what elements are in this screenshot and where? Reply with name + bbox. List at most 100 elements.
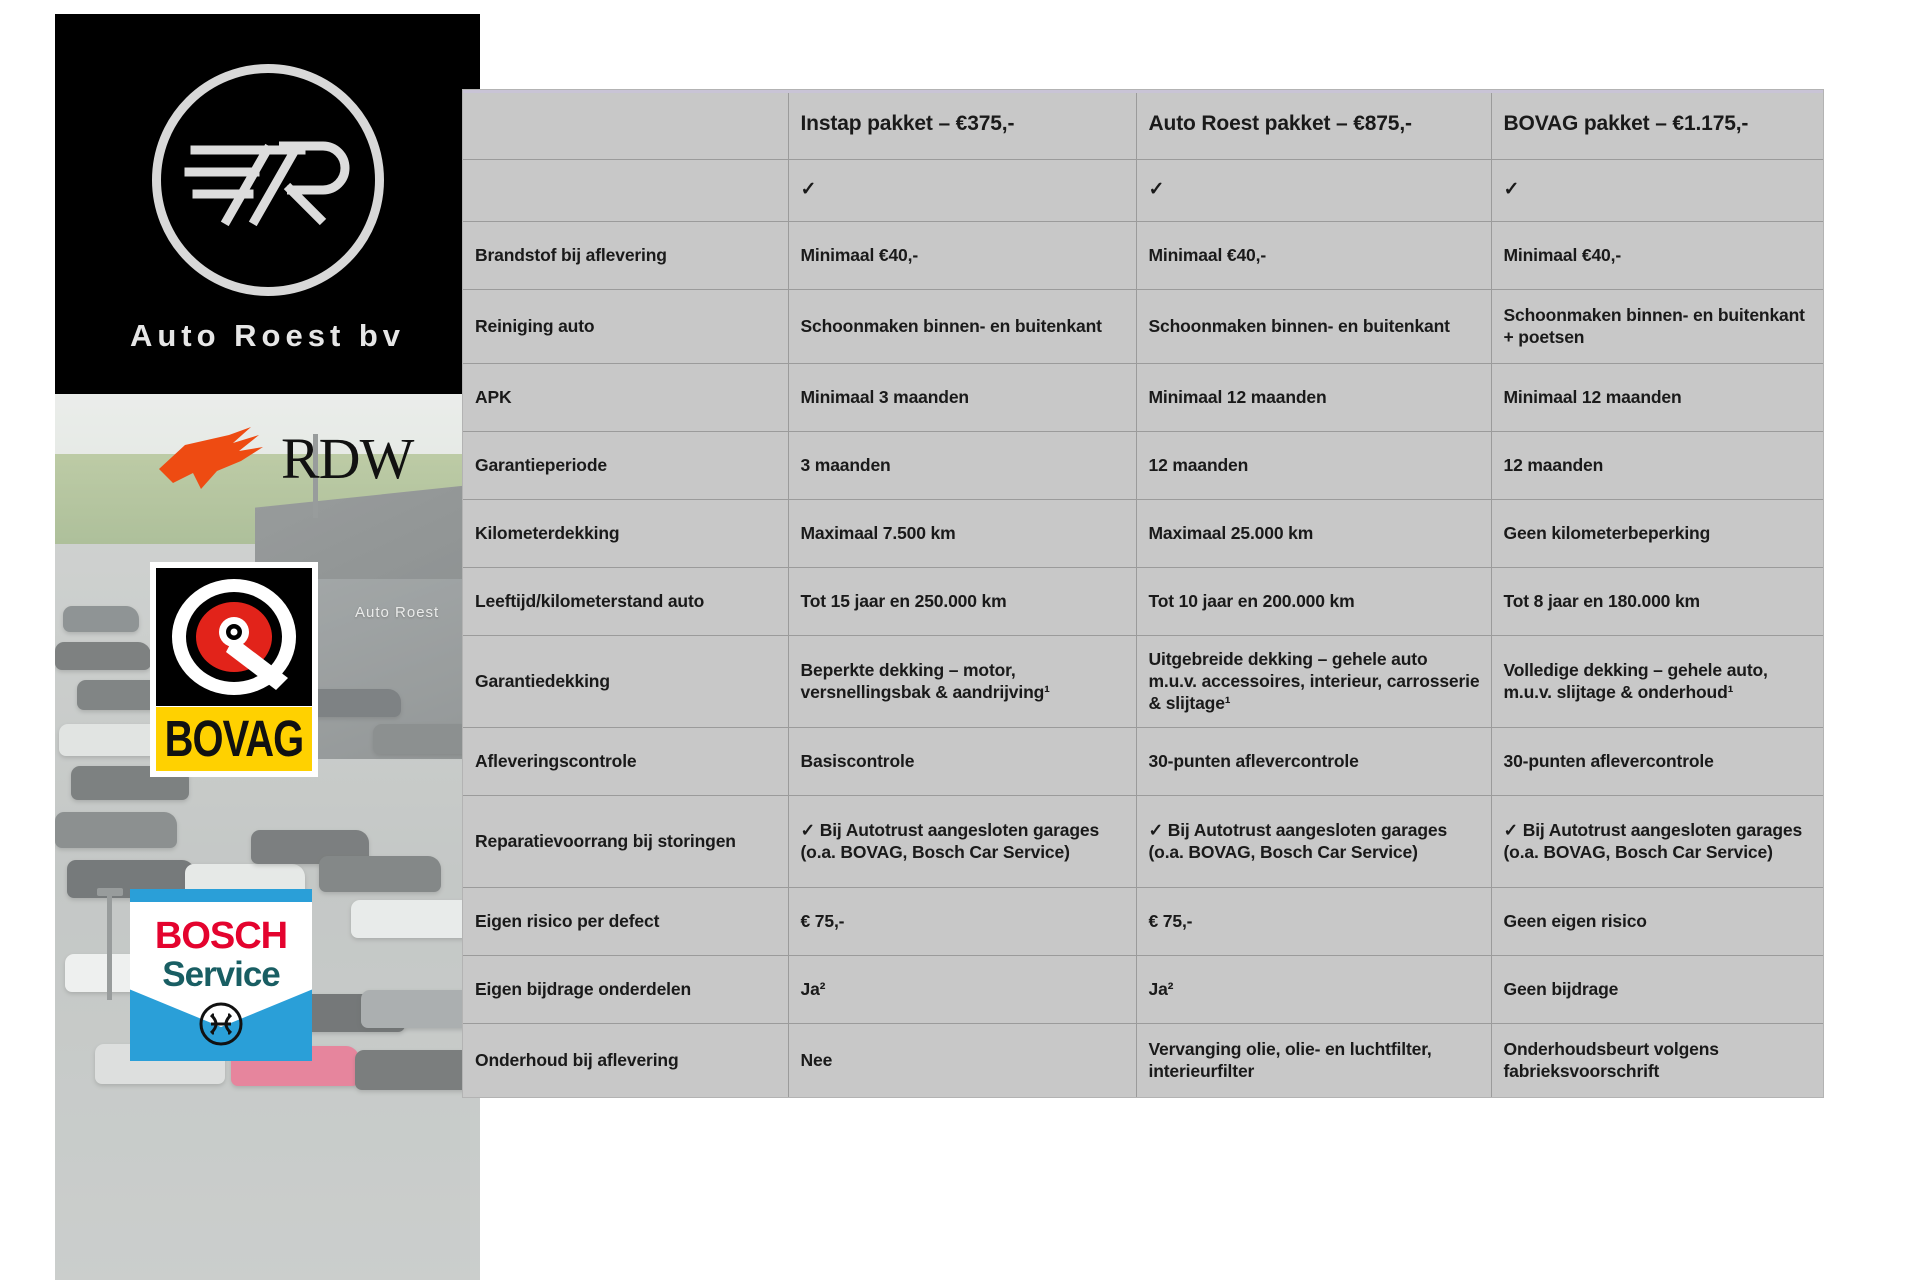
- bosch-service-wordmark: Service: [162, 955, 281, 994]
- light-pole: [107, 892, 112, 1000]
- row-cell-auto-roest: 30-punten aflevercontrole: [1136, 727, 1492, 796]
- table-row: Onderhoud bij aflevering Nee Vervanging …: [463, 1023, 1823, 1098]
- row-cell-auto-roest: Tot 10 jaar en 200.000 km: [1136, 567, 1492, 636]
- row-cell-auto-roest: ✓: [1136, 159, 1492, 222]
- row-label: Reparatievoorrang bij storingen: [463, 795, 789, 888]
- row-cell-instap: 3 maanden: [788, 431, 1137, 500]
- row-label: Brandstof bij aflevering: [463, 221, 789, 290]
- parked-car: [55, 812, 177, 848]
- rdw-logo: RDW: [155, 414, 445, 504]
- row-cell-bovag: ✓: [1491, 159, 1823, 222]
- row-label: Eigen risico per defect: [463, 887, 789, 956]
- row-label: [463, 159, 789, 222]
- comparison-table: Instap pakket – €375,- Auto Roest pakket…: [463, 93, 1823, 1098]
- photo-light-overlay: [55, 394, 480, 1280]
- light-pole-head: [97, 888, 123, 896]
- row-cell-bovag: Geen bijdrage: [1491, 955, 1823, 1024]
- row-cell-auto-roest: 12 maanden: [1136, 431, 1492, 500]
- row-cell-auto-roest: € 75,-: [1136, 887, 1492, 956]
- bovag-logo: BOVAG: [150, 562, 318, 777]
- row-cell-auto-roest: Uitgebreide dekking – gehele auto m.u.v.…: [1136, 635, 1492, 728]
- row-cell-instap: Basiscontrole: [788, 727, 1137, 796]
- parked-car: [361, 990, 479, 1028]
- table-row: Kilometerdekking Maximaal 7.500 km Maxim…: [463, 499, 1823, 568]
- row-label: Reiniging auto: [463, 289, 789, 364]
- table-row: Eigen risico per defect € 75,- € 75,- Ge…: [463, 887, 1823, 956]
- row-cell-auto-roest: ✓ Bij Autotrust aangesloten garages (o.a…: [1136, 795, 1492, 888]
- row-label: Garantiedekking: [463, 635, 789, 728]
- column-header-feature: [463, 93, 789, 160]
- table-header-row: Instap pakket – €375,- Auto Roest pakket…: [463, 93, 1823, 160]
- table-row: Brandstof bij aflevering Minimaal €40,- …: [463, 221, 1823, 290]
- row-cell-instap: Nee: [788, 1023, 1137, 1098]
- row-label: Onderhoud bij aflevering: [463, 1023, 789, 1098]
- parked-car: [319, 856, 441, 892]
- column-header-instap: Instap pakket – €375,-: [788, 93, 1137, 160]
- table-row: Garantiedekking Beperkte dekking – motor…: [463, 635, 1823, 728]
- row-label: APK: [463, 363, 789, 432]
- table-row: ✓ ✓ ✓: [463, 159, 1823, 222]
- row-label: Eigen bijdrage onderdelen: [463, 955, 789, 1024]
- light-pole: [313, 434, 318, 518]
- row-cell-instap: ✓: [788, 159, 1137, 222]
- parked-car: [305, 689, 401, 717]
- table-row: Garantieperiode 3 maanden 12 maanden 12 …: [463, 431, 1823, 500]
- table-row: APK Minimaal 3 maanden Minimaal 12 maand…: [463, 363, 1823, 432]
- row-cell-bovag: ✓ Bij Autotrust aangesloten garages (o.a…: [1491, 795, 1823, 888]
- auto-roest-monogram-icon: [151, 64, 384, 296]
- table-row: Leeftijd/kilometerstand auto Tot 15 jaar…: [463, 567, 1823, 636]
- row-cell-auto-roest: Minimaal €40,-: [1136, 221, 1492, 290]
- row-cell-instap: ✓ Bij Autotrust aangesloten garages (o.a…: [788, 795, 1137, 888]
- row-cell-instap: Minimaal €40,-: [788, 221, 1137, 290]
- bosch-wordmark: BOSCH: [154, 915, 288, 957]
- dealership-photo: Auto Roest: [55, 394, 480, 1280]
- bosch-service-logo: BOSCH Service: [130, 889, 312, 1061]
- row-cell-bovag: Geen eigen risico: [1491, 887, 1823, 956]
- auto-roest-wordmark: Auto Roest bv: [129, 318, 406, 353]
- row-cell-bovag: Schoonmaken binnen- en buitenkant + poet…: [1491, 289, 1823, 364]
- column-header-bovag: BOVAG pakket – €1.175,-: [1491, 93, 1823, 160]
- table-row: Reiniging auto Schoonmaken binnen- en bu…: [463, 289, 1823, 364]
- row-cell-instap: Schoonmaken binnen- en buitenkant: [788, 289, 1137, 364]
- bovag-wordmark: BOVAG: [164, 709, 305, 768]
- row-cell-auto-roest: Minimaal 12 maanden: [1136, 363, 1492, 432]
- row-cell-instap: Tot 15 jaar en 250.000 km: [788, 567, 1137, 636]
- parked-car: [373, 724, 473, 754]
- row-cell-instap: Beperkte dekking – motor, versnellingsba…: [788, 635, 1137, 728]
- row-cell-instap: Minimaal 3 maanden: [788, 363, 1137, 432]
- parked-car: [351, 900, 475, 938]
- parked-car: [355, 1050, 479, 1090]
- bovag-target-icon: [156, 568, 312, 706]
- building-sign-text: Auto Roest: [355, 604, 440, 621]
- table-row: Eigen bijdrage onderdelen Ja² Ja² Geen b…: [463, 955, 1823, 1024]
- row-cell-bovag: Volledige dekking – gehele auto, m.u.v. …: [1491, 635, 1823, 728]
- table-row: Afleveringscontrole Basiscontrole 30-pun…: [463, 727, 1823, 796]
- row-cell-instap: Maximaal 7.500 km: [788, 499, 1137, 568]
- row-cell-bovag: 30-punten aflevercontrole: [1491, 727, 1823, 796]
- row-cell-bovag: Geen kilometerbeperking: [1491, 499, 1823, 568]
- row-cell-bovag: Minimaal 12 maanden: [1491, 363, 1823, 432]
- parked-car: [63, 606, 139, 632]
- row-cell-auto-roest: Vervanging olie, olie- en luchtfilter, i…: [1136, 1023, 1492, 1098]
- row-cell-auto-roest: Schoonmaken binnen- en buitenkant: [1136, 289, 1492, 364]
- row-cell-auto-roest: Maximaal 25.000 km: [1136, 499, 1492, 568]
- row-cell-bovag: Minimaal €40,-: [1491, 221, 1823, 290]
- row-label: Afleveringscontrole: [463, 727, 789, 796]
- row-label: Leeftijd/kilometerstand auto: [463, 567, 789, 636]
- row-cell-bovag: Tot 8 jaar en 180.000 km: [1491, 567, 1823, 636]
- rdw-wing-icon: [159, 427, 263, 489]
- row-cell-auto-roest: Ja²: [1136, 955, 1492, 1024]
- bosch-armature-icon: [198, 1001, 244, 1052]
- row-cell-instap: € 75,-: [788, 887, 1137, 956]
- row-label: Garantieperiode: [463, 431, 789, 500]
- parked-car: [55, 642, 151, 670]
- rdw-wordmark: RDW: [281, 426, 414, 491]
- table-row: Reparatievoorrang bij storingen ✓ Bij Au…: [463, 795, 1823, 888]
- package-comparison-table: Instap pakket – €375,- Auto Roest pakket…: [463, 90, 1823, 1098]
- row-cell-bovag: Onderhoudsbeurt volgens fabrieksvoorschr…: [1503, 1039, 1719, 1082]
- row-cell-bovag: 12 maanden: [1491, 431, 1823, 500]
- column-header-auto-roest: Auto Roest pakket – €875,-: [1136, 93, 1492, 160]
- row-cell-instap: Ja²: [788, 955, 1137, 1024]
- row-label: Kilometerdekking: [463, 499, 789, 568]
